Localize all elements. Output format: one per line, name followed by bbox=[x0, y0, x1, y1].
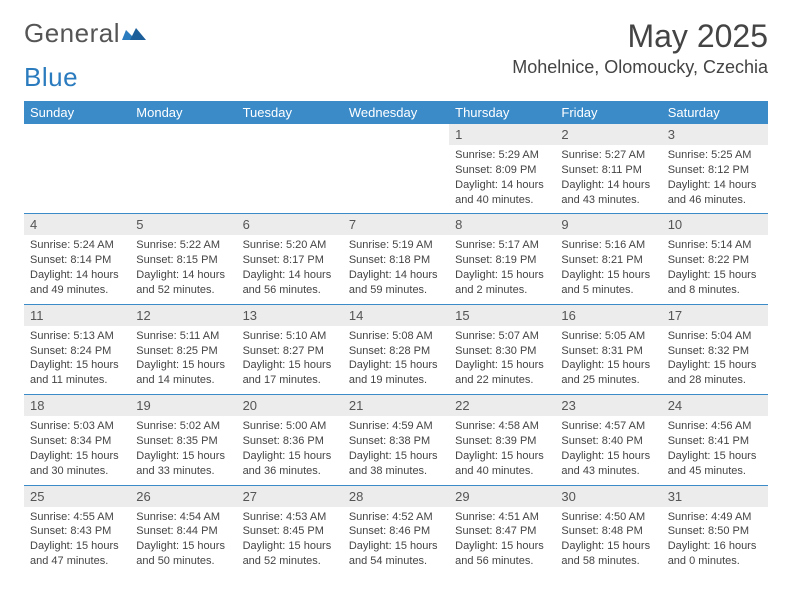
day-number-cell: 28 bbox=[343, 486, 449, 507]
day-content-cell: Sunrise: 4:51 AMSunset: 8:47 PMDaylight:… bbox=[449, 507, 555, 575]
day-number-cell: 13 bbox=[237, 305, 343, 326]
day-number-cell: 21 bbox=[343, 395, 449, 416]
day-number-cell: 7 bbox=[343, 214, 449, 235]
logo-text-1: General bbox=[24, 18, 120, 49]
weekday-header: Saturday bbox=[662, 101, 768, 124]
day-content-cell: Sunrise: 5:14 AMSunset: 8:22 PMDaylight:… bbox=[662, 235, 768, 304]
day-content-cell: Sunrise: 4:57 AMSunset: 8:40 PMDaylight:… bbox=[555, 416, 661, 485]
day-content-cell: Sunrise: 4:53 AMSunset: 8:45 PMDaylight:… bbox=[237, 507, 343, 575]
content-row: Sunrise: 5:03 AMSunset: 8:34 PMDaylight:… bbox=[24, 416, 768, 485]
day-content-cell: Sunrise: 4:52 AMSunset: 8:46 PMDaylight:… bbox=[343, 507, 449, 575]
day-content-cell: Sunrise: 4:49 AMSunset: 8:50 PMDaylight:… bbox=[662, 507, 768, 575]
logo: General bbox=[24, 18, 148, 49]
day-number-cell: 9 bbox=[555, 214, 661, 235]
day-content-cell: Sunrise: 4:59 AMSunset: 8:38 PMDaylight:… bbox=[343, 416, 449, 485]
daynum-row: 123 bbox=[24, 124, 768, 145]
day-content-cell: Sunrise: 5:13 AMSunset: 8:24 PMDaylight:… bbox=[24, 326, 130, 395]
day-number-cell: 2 bbox=[555, 124, 661, 145]
day-number-cell: 14 bbox=[343, 305, 449, 326]
day-number-cell: 23 bbox=[555, 395, 661, 416]
day-content-cell: Sunrise: 5:19 AMSunset: 8:18 PMDaylight:… bbox=[343, 235, 449, 304]
day-content-cell: Sunrise: 5:17 AMSunset: 8:19 PMDaylight:… bbox=[449, 235, 555, 304]
day-content-cell: Sunrise: 5:24 AMSunset: 8:14 PMDaylight:… bbox=[24, 235, 130, 304]
day-number-cell: 25 bbox=[24, 486, 130, 507]
day-number-cell: 24 bbox=[662, 395, 768, 416]
calendar-table: Sunday Monday Tuesday Wednesday Thursday… bbox=[24, 101, 768, 575]
day-content-cell: Sunrise: 5:11 AMSunset: 8:25 PMDaylight:… bbox=[130, 326, 236, 395]
daynum-row: 11121314151617 bbox=[24, 305, 768, 326]
day-number-cell: 15 bbox=[449, 305, 555, 326]
logo-icon bbox=[122, 24, 148, 44]
day-content-cell: Sunrise: 5:02 AMSunset: 8:35 PMDaylight:… bbox=[130, 416, 236, 485]
day-content-cell: Sunrise: 5:00 AMSunset: 8:36 PMDaylight:… bbox=[237, 416, 343, 485]
day-content-cell: Sunrise: 5:27 AMSunset: 8:11 PMDaylight:… bbox=[555, 145, 661, 214]
weekday-header: Tuesday bbox=[237, 101, 343, 124]
day-number-cell: 8 bbox=[449, 214, 555, 235]
daynum-row: 25262728293031 bbox=[24, 486, 768, 507]
location: Mohelnice, Olomoucky, Czechia bbox=[512, 57, 768, 78]
day-number-cell: 4 bbox=[24, 214, 130, 235]
day-number-cell: 16 bbox=[555, 305, 661, 326]
day-content-cell: Sunrise: 5:03 AMSunset: 8:34 PMDaylight:… bbox=[24, 416, 130, 485]
day-content-cell: Sunrise: 5:07 AMSunset: 8:30 PMDaylight:… bbox=[449, 326, 555, 395]
day-number-cell: 26 bbox=[130, 486, 236, 507]
day-number-cell: 22 bbox=[449, 395, 555, 416]
daynum-row: 45678910 bbox=[24, 214, 768, 235]
logo-text-2: Blue bbox=[24, 62, 78, 93]
day-content-cell: Sunrise: 5:16 AMSunset: 8:21 PMDaylight:… bbox=[555, 235, 661, 304]
day-content-cell bbox=[24, 145, 130, 214]
day-content-cell: Sunrise: 4:54 AMSunset: 8:44 PMDaylight:… bbox=[130, 507, 236, 575]
day-content-cell: Sunrise: 5:04 AMSunset: 8:32 PMDaylight:… bbox=[662, 326, 768, 395]
day-content-cell: Sunrise: 5:22 AMSunset: 8:15 PMDaylight:… bbox=[130, 235, 236, 304]
day-number-cell: 1 bbox=[449, 124, 555, 145]
daynum-row: 18192021222324 bbox=[24, 395, 768, 416]
day-content-cell: Sunrise: 4:58 AMSunset: 8:39 PMDaylight:… bbox=[449, 416, 555, 485]
day-content-cell bbox=[130, 145, 236, 214]
day-content-cell: Sunrise: 5:20 AMSunset: 8:17 PMDaylight:… bbox=[237, 235, 343, 304]
weekday-header-row: Sunday Monday Tuesday Wednesday Thursday… bbox=[24, 101, 768, 124]
day-number-cell: 5 bbox=[130, 214, 236, 235]
day-content-cell: Sunrise: 4:55 AMSunset: 8:43 PMDaylight:… bbox=[24, 507, 130, 575]
day-content-cell: Sunrise: 5:29 AMSunset: 8:09 PMDaylight:… bbox=[449, 145, 555, 214]
content-row: Sunrise: 5:29 AMSunset: 8:09 PMDaylight:… bbox=[24, 145, 768, 214]
day-content-cell: Sunrise: 5:25 AMSunset: 8:12 PMDaylight:… bbox=[662, 145, 768, 214]
day-number-cell: 31 bbox=[662, 486, 768, 507]
day-number-cell: 12 bbox=[130, 305, 236, 326]
content-row: Sunrise: 5:24 AMSunset: 8:14 PMDaylight:… bbox=[24, 235, 768, 304]
day-content-cell: Sunrise: 5:05 AMSunset: 8:31 PMDaylight:… bbox=[555, 326, 661, 395]
day-number-cell: 19 bbox=[130, 395, 236, 416]
day-number-cell: 30 bbox=[555, 486, 661, 507]
day-content-cell bbox=[343, 145, 449, 214]
day-number-cell bbox=[343, 124, 449, 145]
weekday-header: Sunday bbox=[24, 101, 130, 124]
day-content-cell: Sunrise: 4:56 AMSunset: 8:41 PMDaylight:… bbox=[662, 416, 768, 485]
day-content-cell bbox=[237, 145, 343, 214]
day-number-cell: 20 bbox=[237, 395, 343, 416]
day-number-cell: 11 bbox=[24, 305, 130, 326]
day-content-cell: Sunrise: 5:10 AMSunset: 8:27 PMDaylight:… bbox=[237, 326, 343, 395]
day-number-cell bbox=[24, 124, 130, 145]
weekday-header: Wednesday bbox=[343, 101, 449, 124]
content-row: Sunrise: 5:13 AMSunset: 8:24 PMDaylight:… bbox=[24, 326, 768, 395]
day-number-cell: 3 bbox=[662, 124, 768, 145]
day-number-cell: 29 bbox=[449, 486, 555, 507]
day-number-cell: 17 bbox=[662, 305, 768, 326]
weekday-header: Monday bbox=[130, 101, 236, 124]
content-row: Sunrise: 4:55 AMSunset: 8:43 PMDaylight:… bbox=[24, 507, 768, 575]
weekday-header: Thursday bbox=[449, 101, 555, 124]
day-number-cell: 10 bbox=[662, 214, 768, 235]
day-content-cell: Sunrise: 5:08 AMSunset: 8:28 PMDaylight:… bbox=[343, 326, 449, 395]
day-number-cell: 18 bbox=[24, 395, 130, 416]
day-content-cell: Sunrise: 4:50 AMSunset: 8:48 PMDaylight:… bbox=[555, 507, 661, 575]
day-number-cell bbox=[130, 124, 236, 145]
day-number-cell bbox=[237, 124, 343, 145]
day-number-cell: 6 bbox=[237, 214, 343, 235]
month-title: May 2025 bbox=[512, 18, 768, 55]
day-number-cell: 27 bbox=[237, 486, 343, 507]
weekday-header: Friday bbox=[555, 101, 661, 124]
